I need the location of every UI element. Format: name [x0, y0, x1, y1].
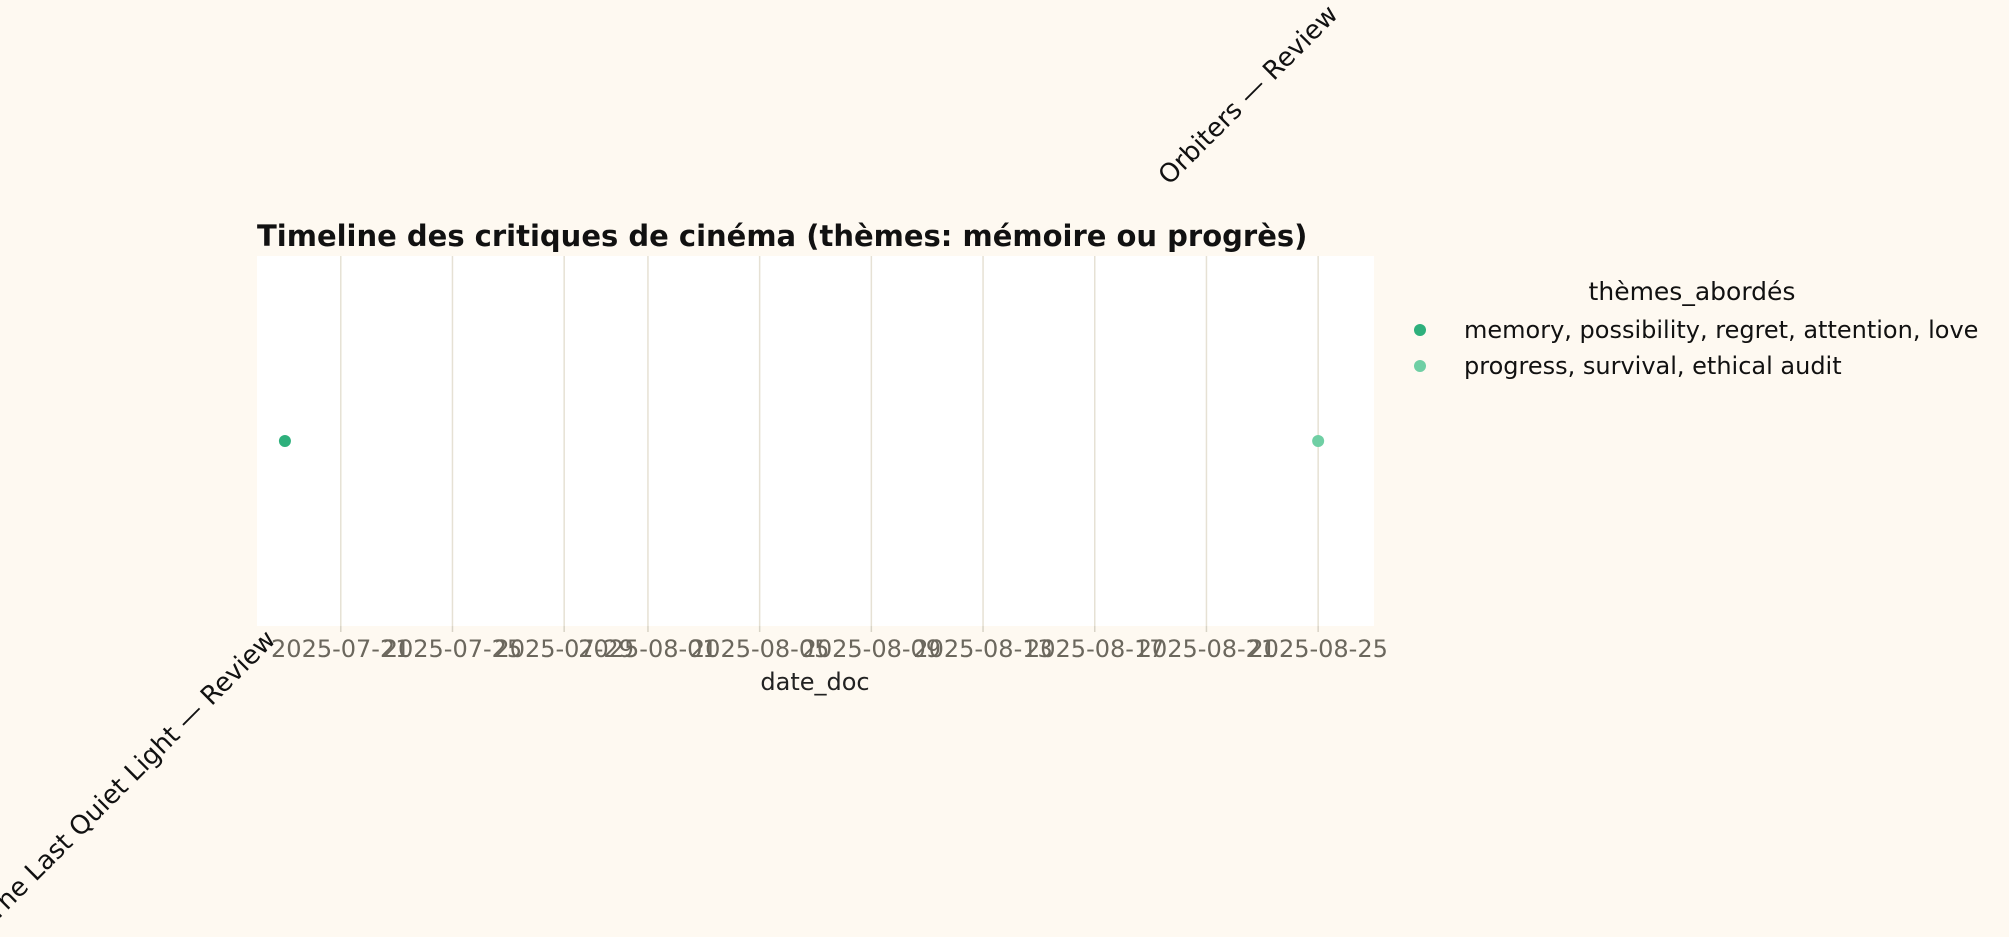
- x-tick-label-9: 2025-08-25: [1248, 635, 1387, 663]
- legend-title: thèmes_abordés: [1589, 277, 1796, 306]
- legend: thèmes_abordés memory, possibility, regr…: [1414, 277, 1978, 380]
- data-points: [278, 435, 1325, 447]
- x-tick-label-7: 2025-08-17: [1025, 635, 1164, 663]
- x-tick-label-1: 2025-07-25: [383, 635, 522, 663]
- x-axis-label: date_doc: [760, 668, 869, 696]
- data-point-1-0: [1312, 435, 1325, 447]
- legend-entry-0: memory, possibility, regret, attention, …: [1464, 316, 1978, 344]
- legend-marker-0: [1414, 324, 1426, 336]
- x-tick-label-2: 2025-07-29: [494, 635, 633, 663]
- x-tick-label-5: 2025-08-09: [802, 635, 941, 663]
- legend-entry-1: progress, survival, ethical audit: [1464, 352, 1842, 380]
- point-label-1-0: Orbiters — Review: [1153, 0, 1344, 191]
- chart-title: Timeline des critiques de cinéma (thèmes…: [257, 219, 1307, 253]
- data-point-0-0: [278, 435, 291, 447]
- legend-marker-1: [1414, 360, 1426, 372]
- x-tick-label-0: 2025-07-21: [271, 635, 410, 663]
- x-tick-label-4: 2025-08-05: [690, 635, 829, 663]
- x-axis-ticks: 2025-07-212025-07-252025-07-292025-08-01…: [271, 626, 1388, 663]
- x-tick-label-3: 2025-08-01: [578, 635, 717, 663]
- x-tick-label-6: 2025-08-13: [913, 635, 1052, 663]
- x-tick-label-8: 2025-08-21: [1137, 635, 1276, 663]
- point-label-0-0: The Last Quiet Light — Review: [0, 625, 282, 928]
- plot-area: [257, 256, 1374, 626]
